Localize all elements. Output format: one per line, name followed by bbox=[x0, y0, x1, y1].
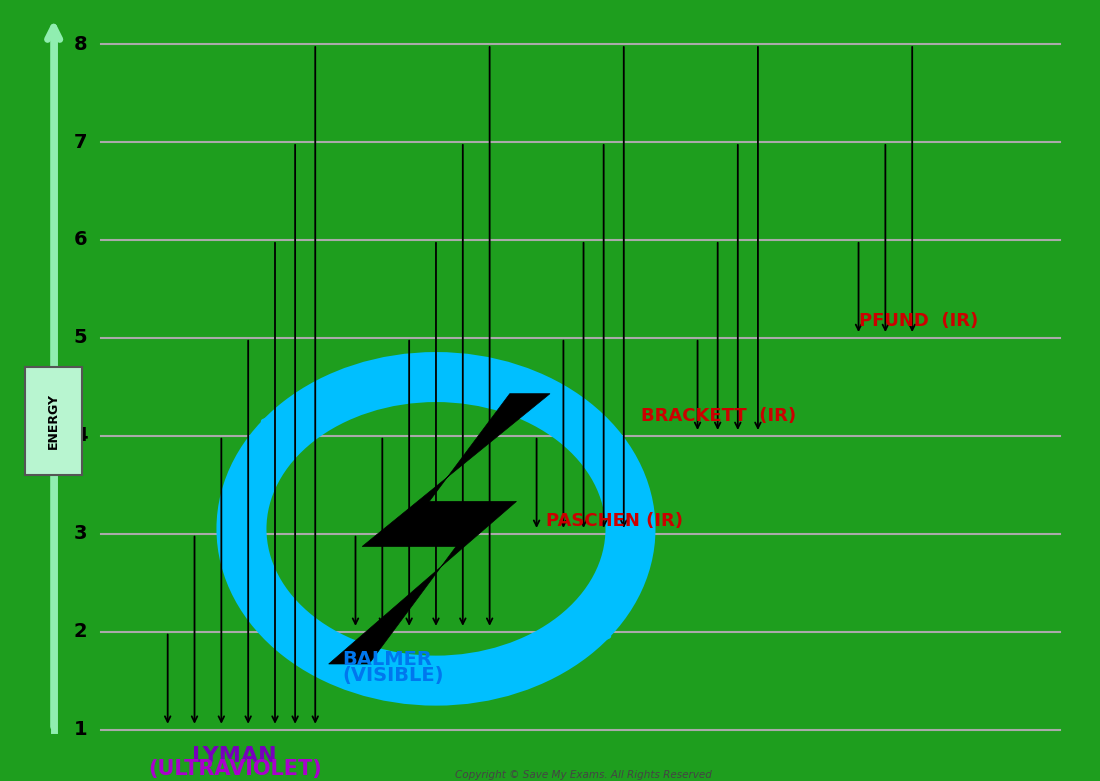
Text: ENERGY: ENERGY bbox=[47, 393, 60, 449]
Wedge shape bbox=[725, 342, 1100, 468]
Text: 6: 6 bbox=[74, 230, 87, 249]
Text: 3: 3 bbox=[74, 524, 87, 544]
Text: BRACKETT  (IR): BRACKETT (IR) bbox=[641, 407, 796, 425]
Text: 8: 8 bbox=[74, 34, 87, 54]
FancyBboxPatch shape bbox=[25, 367, 81, 476]
Text: Copyright © Save My Exams. All Rights Reserved: Copyright © Save My Exams. All Rights Re… bbox=[455, 770, 712, 780]
Text: 1: 1 bbox=[74, 720, 87, 739]
Text: 4: 4 bbox=[74, 426, 87, 445]
Wedge shape bbox=[0, 590, 147, 715]
Text: LYMAN: LYMAN bbox=[192, 746, 277, 766]
Text: PASCHEN (IR): PASCHEN (IR) bbox=[546, 512, 683, 530]
Text: (VISIBLE): (VISIBLE) bbox=[342, 666, 443, 685]
Text: 5: 5 bbox=[74, 328, 87, 348]
Text: 2: 2 bbox=[74, 622, 87, 641]
Polygon shape bbox=[329, 394, 550, 664]
Text: PFUND  (IR): PFUND (IR) bbox=[858, 312, 978, 330]
Text: BALMER: BALMER bbox=[342, 650, 432, 669]
Text: 7: 7 bbox=[74, 133, 87, 152]
Text: (ULTRAVIOLET): (ULTRAVIOLET) bbox=[147, 759, 321, 779]
